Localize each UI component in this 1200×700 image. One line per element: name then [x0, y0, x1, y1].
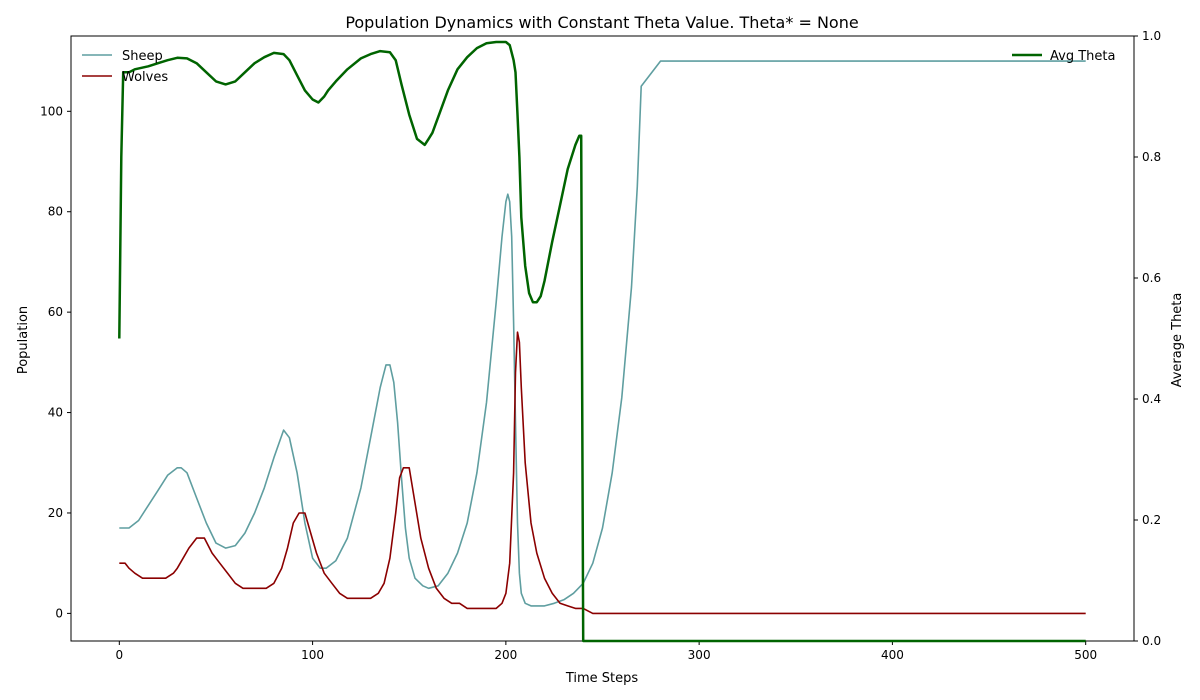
x-axis-label: Time Steps [565, 671, 639, 686]
y2-tick-label: 0.0 [1142, 634, 1161, 648]
y-axis-label: Population [16, 306, 31, 374]
legend-sheep-label: Sheep [122, 49, 163, 64]
y-tick-label: 20 [48, 506, 63, 520]
x-tick-label: 100 [301, 648, 324, 662]
y2-tick-label: 1.0 [1142, 29, 1161, 43]
x-tick-label: 300 [688, 648, 711, 662]
y2-tick-label: 0.2 [1142, 513, 1161, 527]
plot-area [70, 35, 1135, 642]
x-tick-label: 500 [1074, 648, 1097, 662]
y-tick-label: 0 [55, 606, 63, 620]
legend-avg-theta-label: Avg Theta [1050, 49, 1115, 64]
series-line-sheep [119, 60, 1086, 607]
x-tick-label: 400 [881, 648, 904, 662]
series-line-avg-theta [118, 40, 1086, 643]
y-tick-label: 80 [48, 205, 63, 219]
y2-axis-label: Average Theta [1170, 293, 1185, 388]
chart-title: Population Dynamics with Constant Theta … [345, 13, 858, 32]
y-tick-label: 40 [48, 406, 63, 420]
series-line-wolves [119, 331, 1086, 615]
x-tick-label: 200 [494, 648, 517, 662]
y2-tick-label: 0.8 [1142, 150, 1161, 164]
y2-tick-label: 0.4 [1142, 392, 1161, 406]
legend-wolves-label: Wolves [122, 70, 168, 85]
legend-left: Sheep Wolves [82, 49, 168, 85]
legend-right: Avg Theta [1012, 49, 1115, 64]
y-tick-label: 100 [40, 104, 63, 118]
x-tick-label: 0 [115, 648, 123, 662]
y2-tick-label: 0.6 [1142, 271, 1161, 285]
y-tick-label: 60 [48, 305, 63, 319]
